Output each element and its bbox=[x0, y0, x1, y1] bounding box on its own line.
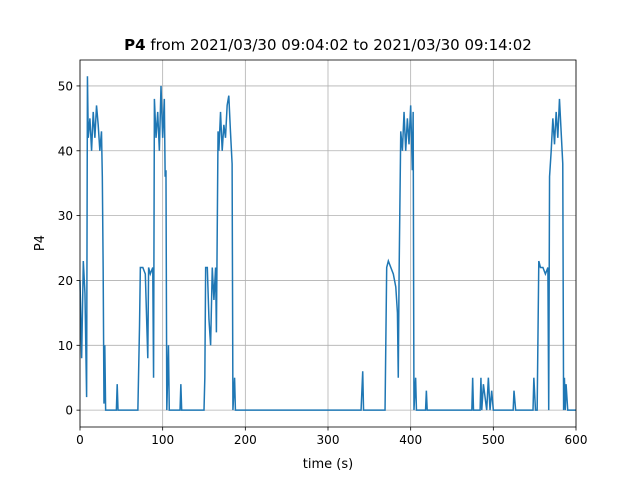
y-tick-label: 0 bbox=[65, 404, 73, 418]
x-tick-label: 100 bbox=[151, 433, 174, 447]
chart-title: P4 from 2021/03/30 09:04:02 to 2021/03/3… bbox=[124, 36, 532, 54]
x-tick-label: 500 bbox=[482, 433, 505, 447]
data-line bbox=[79, 76, 576, 411]
x-tick-label: 200 bbox=[234, 433, 257, 447]
x-axis-label: time (s) bbox=[303, 457, 353, 472]
x-tick-label: 300 bbox=[317, 433, 340, 447]
y-tick-label: 40 bbox=[58, 144, 73, 158]
title-text: from 2021/03/30 09:04:02 to 2021/03/30 0… bbox=[150, 36, 531, 54]
y-tick-label: 30 bbox=[58, 209, 73, 223]
x-tick-label: 600 bbox=[565, 433, 588, 447]
y-tick-label: 10 bbox=[58, 339, 73, 353]
ticks: 0 100 200 300 400 500 600 0 10 20 30 40 50 bbox=[58, 79, 588, 447]
y-tick-label: 20 bbox=[58, 274, 73, 288]
y-axis-label: P4 bbox=[33, 235, 48, 251]
y-tick-label: 50 bbox=[58, 79, 73, 93]
x-tick-label: 0 bbox=[76, 433, 84, 447]
x-tick-label: 400 bbox=[399, 433, 422, 447]
title-name: P4 bbox=[124, 36, 145, 54]
plot-area bbox=[79, 76, 576, 411]
grid bbox=[79, 60, 577, 427]
